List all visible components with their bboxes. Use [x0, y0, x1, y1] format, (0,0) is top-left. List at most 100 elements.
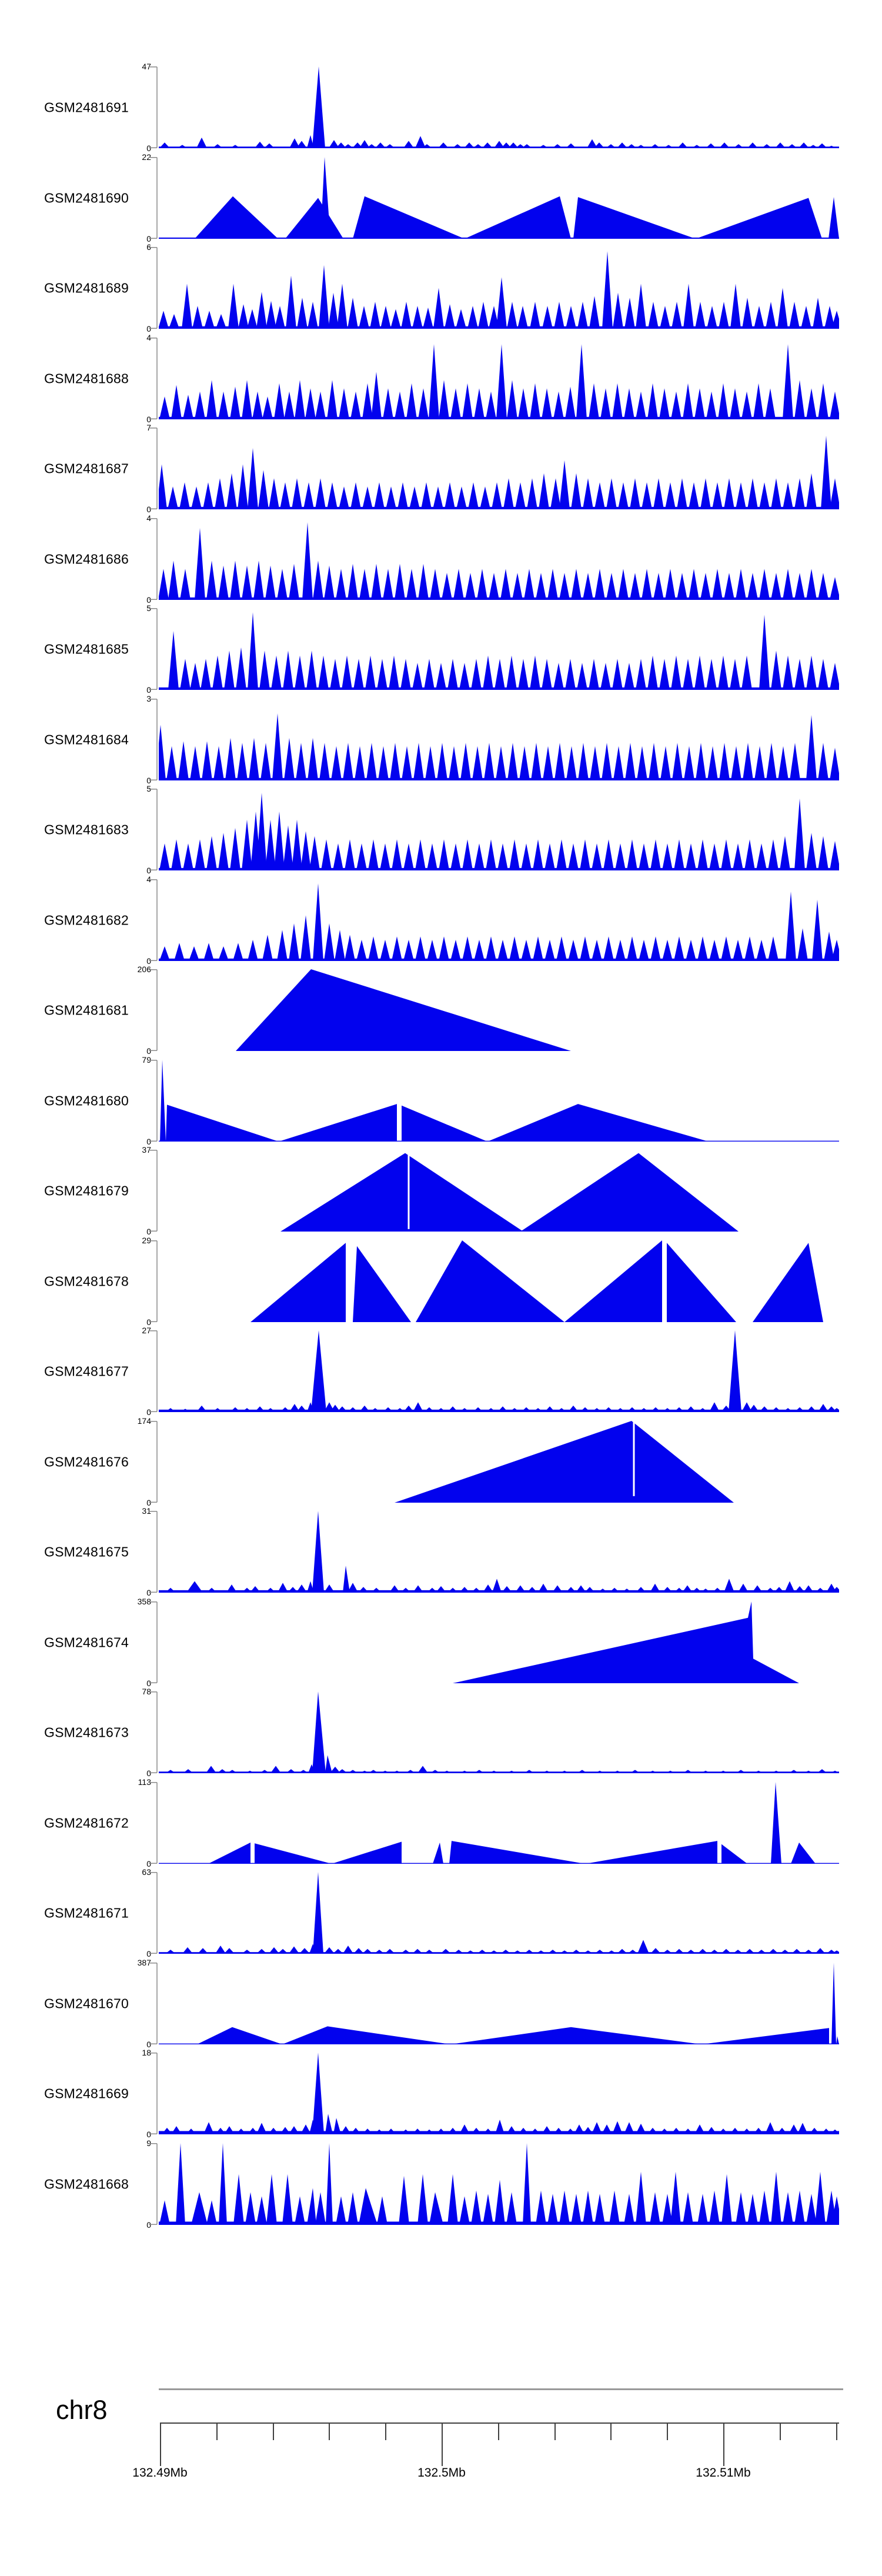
signal-area-plot	[159, 793, 839, 870]
y-axis-bracket	[149, 247, 158, 329]
signal-area-plot	[159, 1060, 839, 1142]
track-sample-label: GSM2481682	[44, 912, 129, 927]
track-sample-label: GSM2481679	[44, 1183, 129, 1198]
ruler-minor-tick	[667, 2422, 669, 2440]
signal-area-plot	[159, 435, 839, 509]
track-yzero-label: 0	[146, 2040, 151, 2049]
track-row: GSM2481671 63 0	[0, 1867, 882, 1958]
track-yzero-label: 0	[146, 2220, 151, 2230]
track-row: GSM2481681 206 0	[0, 965, 882, 1056]
signal-area-plot	[236, 969, 571, 1051]
track-yzero-label: 0	[146, 1679, 151, 1688]
track-row: GSM2481679 37 0	[0, 1145, 882, 1236]
track-ymax-label: 37	[142, 1145, 151, 1154]
track-yzero-label: 0	[146, 2130, 151, 2139]
track-yzero-label: 0	[146, 1859, 151, 1868]
track-yzero-label: 0	[146, 1498, 151, 1507]
signal-area-plot	[159, 883, 839, 961]
signal-area-plot	[159, 1963, 839, 2044]
track-sample-label: GSM2481683	[44, 822, 129, 837]
y-axis-bracket	[149, 699, 158, 780]
signal-area-plot	[159, 344, 839, 419]
ruler-major-tick	[442, 2422, 443, 2466]
track-sample-label: GSM2481677	[44, 1363, 129, 1379]
ruler-minor-tick	[216, 2422, 218, 2440]
signal-area-plot	[159, 66, 839, 148]
ruler-minor-tick	[554, 2422, 556, 2440]
track-ymax-label: 79	[142, 1055, 151, 1065]
track-ymax-label: 27	[142, 1326, 151, 1335]
ruler-coordinate-label: 132.51Mb	[696, 2466, 751, 2480]
track-yzero-label: 0	[146, 776, 151, 785]
ruler-coordinate-label: 132.5Mb	[417, 2466, 466, 2480]
signal-area-plot	[159, 1330, 839, 1412]
track-row: GSM2481686 4 0	[0, 513, 882, 605]
chromosome-name: chr8	[56, 2395, 108, 2425]
y-axis-bracket	[149, 2053, 158, 2134]
track-row: GSM2481682 4 0	[0, 875, 882, 966]
track-sample-label: GSM2481691	[44, 99, 129, 115]
y-axis-bracket	[149, 879, 158, 961]
signal-area-plot	[280, 1153, 739, 1232]
track-row: GSM2481684 3 0	[0, 694, 882, 785]
track-sample-label: GSM2481688	[44, 371, 129, 386]
track-sample-label: GSM2481671	[44, 1905, 129, 1920]
ruler-minor-tick	[497, 2422, 499, 2440]
track-sample-label: GSM2481672	[44, 1815, 129, 1830]
track-row: GSM2481669 18 0	[0, 2048, 882, 2139]
y-axis-bracket	[149, 2143, 158, 2225]
y-axis-bracket	[149, 1963, 158, 2044]
y-axis-bracket	[149, 1511, 158, 1593]
y-axis-bracket	[149, 1872, 158, 1954]
track-row: GSM2481688 4 0	[0, 333, 882, 424]
track-ymax-label: 63	[142, 1867, 151, 1877]
y-axis-bracket	[149, 1330, 158, 1412]
signal-area-plot	[159, 157, 839, 239]
track-sample-label: GSM2481678	[44, 1273, 129, 1289]
y-axis-bracket	[149, 428, 158, 509]
signal-area-plot	[159, 251, 839, 329]
signal-area-plot	[159, 1691, 839, 1773]
track-sample-label: GSM2481674	[44, 1634, 129, 1650]
track-ymax-label: 47	[142, 62, 151, 71]
track-sample-label: GSM2481680	[44, 1093, 129, 1108]
track-sample-label: GSM2481686	[44, 551, 129, 566]
track-ymax-label: 113	[138, 1777, 151, 1787]
track-ymax-label: 206	[137, 965, 151, 974]
signal-area-plot	[159, 1511, 839, 1593]
y-axis-bracket	[149, 1060, 158, 1142]
ruler-minor-tick	[385, 2422, 387, 2440]
y-axis-bracket	[149, 518, 158, 600]
track-yzero-label: 0	[146, 866, 151, 875]
track-yzero-label: 0	[146, 1137, 151, 1146]
y-axis-bracket	[149, 789, 158, 870]
track-yzero-label: 0	[146, 595, 151, 605]
track-ymax-label: 31	[142, 1506, 151, 1516]
track-ymax-label: 22	[142, 152, 151, 162]
y-axis-bracket	[149, 66, 158, 148]
track-sample-label: GSM2481681	[44, 1002, 129, 1017]
y-axis-bracket	[149, 969, 158, 1051]
track-yzero-label: 0	[146, 415, 151, 424]
signal-area-plot	[250, 1240, 823, 1322]
track-row: GSM2481668 9 0	[0, 2138, 882, 2230]
track-ymax-label: 18	[142, 2048, 151, 2057]
y-axis-bracket	[149, 1240, 158, 1322]
track-row: GSM2481670 387 0	[0, 1958, 882, 2049]
track-yzero-label: 0	[146, 1046, 151, 1056]
track-yzero-label: 0	[146, 505, 151, 514]
signal-area-plot	[159, 612, 839, 690]
ruler-minor-tick	[272, 2422, 274, 2440]
signal-area-plot	[395, 1421, 734, 1503]
track-yzero-label: 0	[146, 1227, 151, 1236]
track-yzero-label: 0	[146, 234, 151, 243]
track-ymax-label: 78	[142, 1687, 151, 1696]
track-sample-label: GSM2481689	[44, 280, 129, 295]
track-row: GSM2481689 6 0	[0, 242, 882, 333]
ruler-coordinate-label: 132.49Mb	[132, 2466, 188, 2480]
track-sample-label: GSM2481670	[44, 1996, 129, 2011]
track-sample-label: GSM2481685	[44, 641, 129, 656]
track-sample-label: GSM2481669	[44, 2086, 129, 2101]
ruler-minor-tick	[836, 2422, 837, 2440]
